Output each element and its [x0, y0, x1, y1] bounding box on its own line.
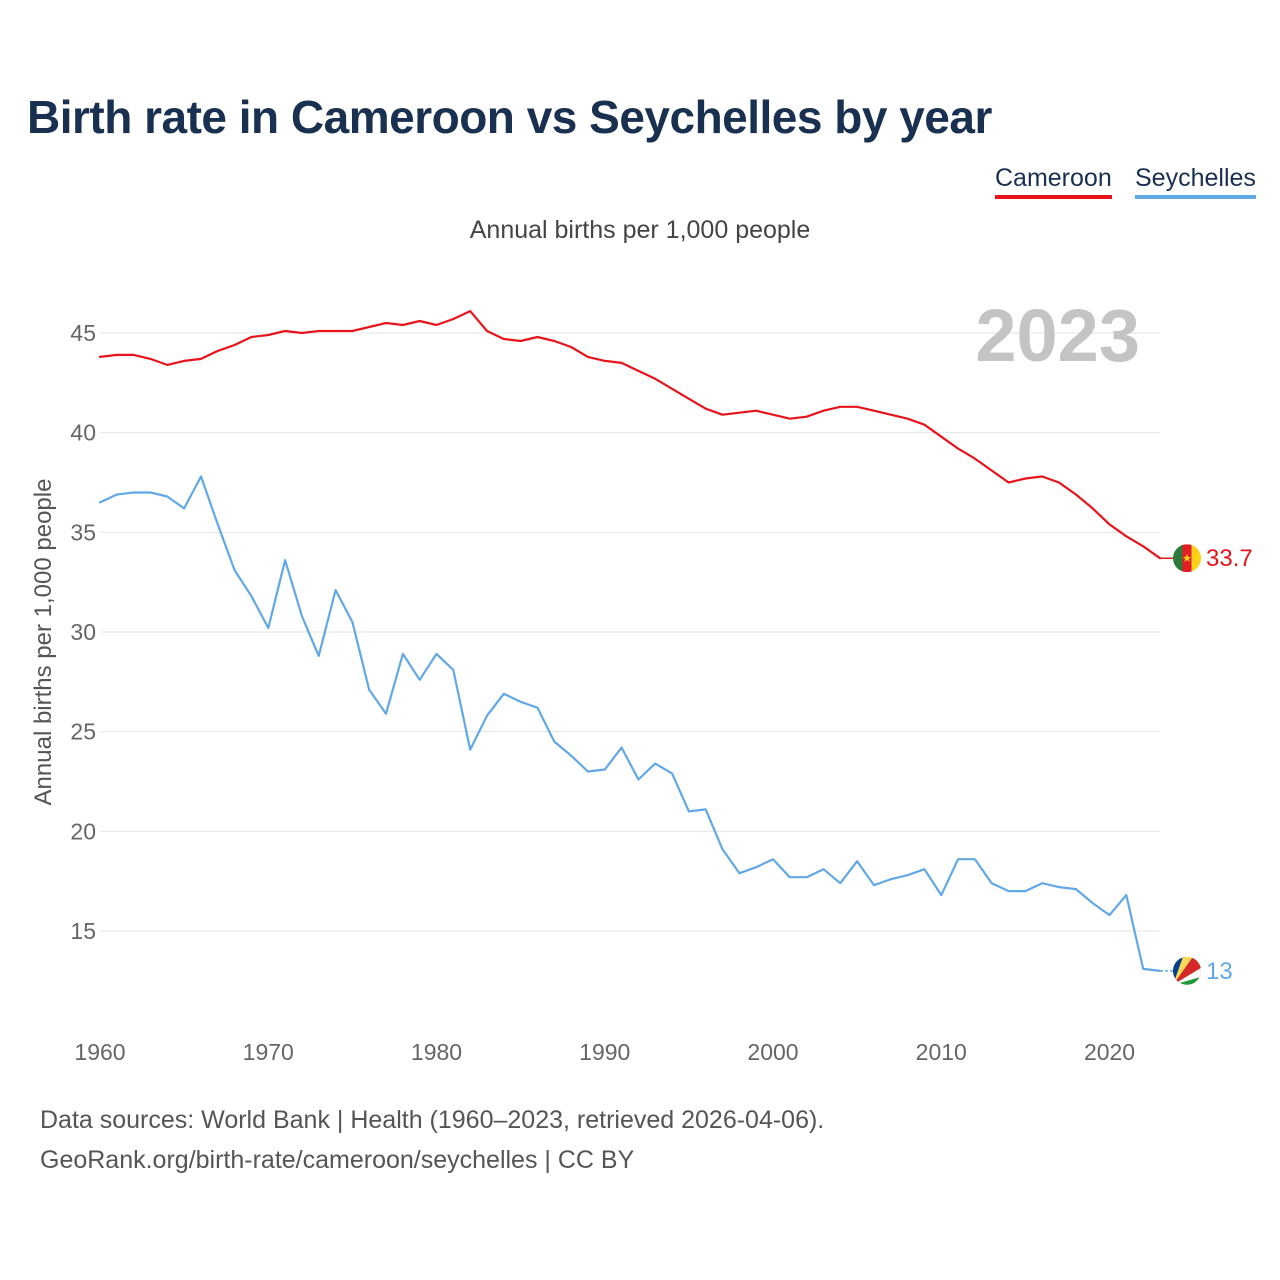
- y-tick-label: 20: [70, 818, 96, 844]
- x-tick-label: 1970: [243, 1039, 294, 1065]
- footer-source: Data sources: World Bank | Health (1960–…: [40, 1106, 825, 1134]
- x-tick-label: 1990: [579, 1039, 630, 1065]
- seychelles-flag-icon: [1173, 956, 1201, 985]
- x-tick-label: 2010: [916, 1039, 967, 1065]
- y-tick-label: 40: [70, 420, 96, 446]
- chart-subtitle: Annual births per 1,000 people: [469, 216, 811, 244]
- y-tick-label: 35: [70, 519, 96, 545]
- y-tick-label: 25: [70, 719, 96, 745]
- y-axis-label: Annual births per 1,000 people: [30, 479, 57, 806]
- end-label-seychelles: 13: [1206, 958, 1233, 985]
- footer-url: GeoRank.org/birth-rate/cameroon/seychell…: [40, 1146, 635, 1174]
- x-tick-label: 1980: [411, 1039, 462, 1065]
- legend-item-seychelles[interactable]: Seychelles: [1135, 164, 1256, 199]
- y-tick-label: 45: [70, 320, 96, 346]
- series-line-seychelles[interactable]: [98, 475, 1162, 973]
- line-chart: 2023 15 20 25 30 35 40 45 1960 1970 1980 1990 2000…: [30, 294, 1253, 1065]
- x-axis-ticks: 1960 1970 1980 1990 2000 2010 2020: [74, 1039, 1135, 1065]
- y-axis-ticks: 15 20 25 30 35 40 45: [70, 320, 96, 944]
- y-tick-label: 15: [70, 918, 96, 944]
- y-tick-label: 30: [70, 619, 96, 645]
- series-lines: [98, 310, 1174, 973]
- legend-item-cameroon[interactable]: Cameroon: [995, 164, 1112, 199]
- x-tick-label: 2000: [747, 1039, 798, 1065]
- gridlines: [100, 332, 1160, 932]
- chart-title: Birth rate in Cameroon vs Seychelles by …: [27, 91, 992, 143]
- x-tick-label: 1960: [74, 1039, 125, 1065]
- end-label-cameroon: 33.7: [1206, 545, 1253, 572]
- series-line-cameroon[interactable]: [98, 310, 1162, 560]
- year-watermark: 2023: [975, 294, 1140, 377]
- cameroon-flag-icon: [1173, 544, 1201, 573]
- x-tick-label: 2020: [1084, 1039, 1135, 1065]
